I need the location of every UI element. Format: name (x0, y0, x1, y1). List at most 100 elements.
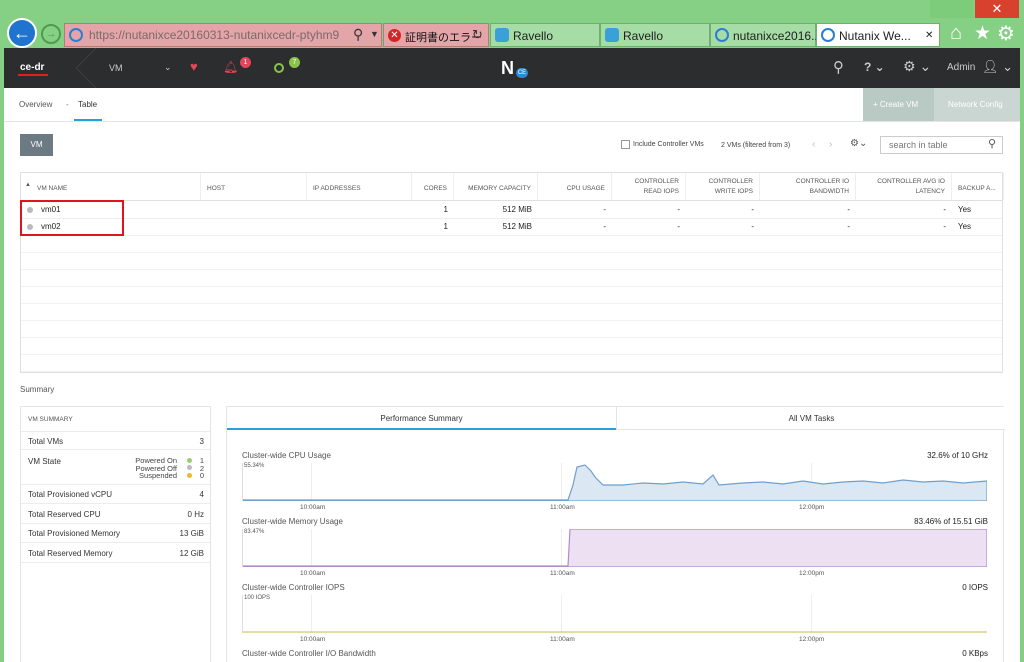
next-page[interactable]: › (829, 139, 833, 150)
cell: - (603, 205, 606, 214)
tab-active[interactable]: Performance Summary (227, 407, 616, 430)
favorites-icon[interactable]: ★ (974, 23, 992, 44)
chart-title: Cluster-wide Controller IOPS (242, 583, 345, 592)
column-label: CORES (423, 185, 447, 192)
grid-line (311, 529, 312, 567)
state-value: 0 (199, 471, 204, 480)
column-label: IP ADDRESSES (313, 185, 361, 192)
prev-page[interactable]: ‹ (812, 139, 816, 150)
dropdown-icon[interactable]: ▼ (370, 29, 379, 39)
column-header[interactable]: CONTROLLER AVG IO LATENCY (856, 173, 952, 200)
cert-error[interactable]: ✕ 証明書のエラー ↻ (383, 23, 489, 47)
vm-button[interactable]: VM (20, 134, 53, 156)
settings-icon[interactable]: ⚙ ⌄ (903, 58, 932, 74)
task-badge: 7 (289, 57, 300, 68)
maximize-button[interactable] (952, 0, 974, 18)
tab[interactable]: Ravello (490, 23, 600, 47)
tab-close[interactable]: ✕ (925, 30, 934, 41)
minimize-button[interactable] (930, 0, 952, 18)
tab[interactable]: All VM Tasks (616, 407, 1005, 430)
chart-value: 32.6% of 10 GHz (927, 451, 988, 460)
table-row[interactable]: vm01 1 512 MiB - - - - - Yes (21, 201, 1002, 219)
logo-badge: CE (516, 68, 528, 78)
column-header[interactable]: CONTROLLER IO BANDWIDTH (760, 173, 856, 200)
column-header[interactable]: CONTROLLER READ IOPS (612, 173, 686, 200)
column-label: CPU USAGE (566, 185, 605, 192)
user-icon[interactable]: 👤︎ ⌄ (982, 59, 1014, 74)
cluster-name[interactable]: ce-dr (20, 62, 45, 73)
cell: - (751, 222, 754, 231)
tab-title: Ravello (623, 29, 664, 43)
menu[interactable]: VM (109, 63, 123, 73)
button-label: Network Config (948, 100, 1003, 109)
search-icon[interactable]: ⚲ (833, 59, 844, 76)
network-config-button[interactable]: Network Config (934, 88, 1020, 121)
tab[interactable]: Ravello (600, 23, 710, 47)
help-icon[interactable]: ? ⌄ (864, 60, 885, 74)
nav-tab-active[interactable]: Table (78, 100, 98, 109)
column-header[interactable]: IP ADDRESSES (307, 173, 412, 200)
table-row[interactable]: vm02 1 512 MiB - - - - - Yes (21, 218, 1002, 236)
performance-panel: Performance Summary All VM Tasks Cluster-w… (226, 406, 1005, 662)
menu-caret[interactable]: ⌄ (164, 62, 172, 72)
grid-line (561, 595, 562, 633)
tab-active[interactable]: Nutanix We... ✕ (816, 23, 940, 47)
column-header[interactable]: VM NAME (21, 173, 201, 200)
row-value: 0 Hz (187, 509, 204, 519)
sort-icon[interactable]: ▲ (25, 182, 31, 188)
chart-plot: 83.47% (242, 529, 987, 567)
refresh-icon[interactable]: ↻ (472, 27, 483, 42)
nav-tab[interactable]: Overview (19, 100, 53, 109)
app: ce-dr VM ⌄ ♥ 🔔︎ 1 7 N CE ⚲ ? ⌄ ⚙ ⌄ Admin… (4, 48, 1020, 662)
checkbox-label[interactable]: Include Controller VMs (633, 141, 704, 148)
table-settings[interactable]: ⚙⌄ (850, 138, 868, 149)
chart-series (243, 464, 987, 501)
row-label: Total Reserved Memory (28, 548, 113, 558)
cell: - (943, 222, 946, 231)
separator (74, 48, 98, 88)
chart-line (243, 464, 987, 501)
cell: - (847, 222, 850, 231)
checkbox[interactable] (621, 140, 630, 149)
chart-max: 83.47% (244, 529, 265, 535)
chart-title: Cluster-wide CPU Usage (242, 451, 331, 460)
settings-icon[interactable]: ⚙ (997, 23, 1015, 45)
error-icon: ✕ (388, 29, 401, 42)
address-bar[interactable]: https://nutanixce20160313-nutanixcedr-pt… (64, 23, 382, 47)
header-row (21, 173, 1002, 201)
summary-title: Summary (20, 385, 55, 394)
row-label: Total VMs (28, 437, 64, 446)
cell: - (943, 205, 946, 214)
empty-row (21, 320, 1002, 338)
column-header[interactable]: BACKUP A... (952, 173, 1004, 200)
tab-title: nutanixce2016... (733, 29, 822, 43)
column-header[interactable]: CONTROLLER WRITE IOPS (686, 173, 760, 200)
active-underline (74, 119, 102, 121)
column-header[interactable]: CPU USAGE (538, 173, 612, 200)
cell: 512 MiB (502, 222, 532, 231)
state-value: 1 (199, 456, 204, 465)
grid-line (561, 529, 562, 567)
cell: Yes (958, 205, 972, 214)
search-icon[interactable]: ⚲ (353, 26, 364, 42)
column-header[interactable]: HOST (201, 173, 307, 200)
forward-button[interactable]: → (41, 24, 61, 44)
home-icon[interactable]: ⌂ (950, 22, 963, 44)
row-value: 4 (199, 490, 204, 499)
task-icon[interactable] (274, 63, 284, 73)
empty-row (21, 354, 1002, 372)
column-header[interactable]: CORES (412, 173, 454, 200)
tab[interactable]: nutanixce2016... (710, 23, 821, 47)
tab-title: Ravello (513, 29, 554, 43)
row-divider (21, 522, 210, 524)
user-name[interactable]: Admin (947, 62, 976, 73)
alert-icon[interactable]: 🔔︎ (223, 60, 239, 74)
column-header[interactable]: MEMORY CAPACITY (454, 173, 538, 200)
create-vm-button[interactable]: + Create VM (863, 88, 934, 121)
search-icon[interactable]: ⚲ (988, 138, 997, 150)
health-icon[interactable]: ♥ (190, 59, 198, 74)
close-button[interactable]: ✕ (975, 0, 1019, 18)
back-button[interactable]: ← (7, 18, 37, 48)
table-search[interactable]: search in table ⚲ (880, 136, 1003, 154)
chart-line (243, 529, 987, 567)
